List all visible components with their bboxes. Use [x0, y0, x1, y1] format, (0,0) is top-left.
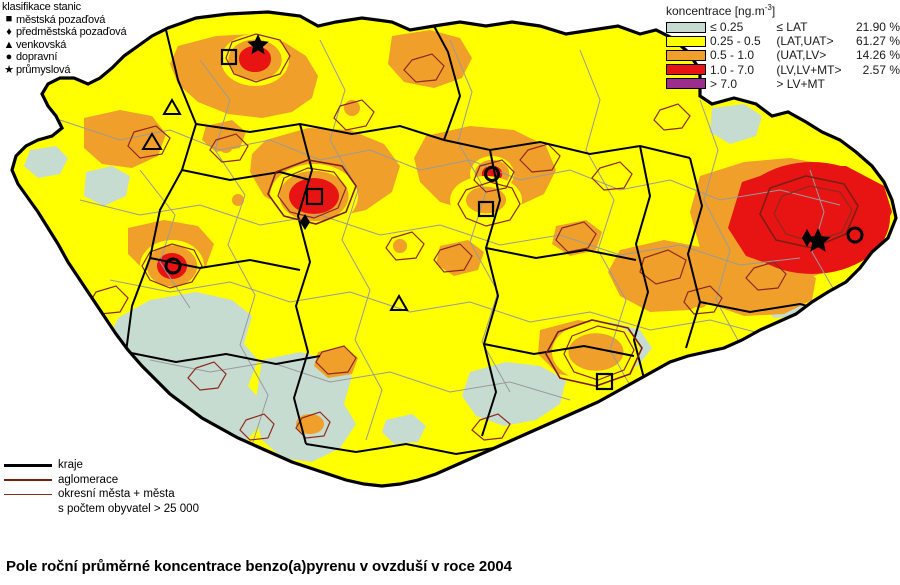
station-diamond-ostrava — [802, 229, 812, 247]
station-triangle-rural — [389, 293, 409, 311]
concentration-legend-heading: koncentrace [ng.m-3] — [666, 1, 900, 18]
legend-range-class-4: 1.0 - 7.0 — [710, 62, 755, 77]
station-triangle-northwest — [162, 97, 182, 115]
legend-row-class-5: > 7.0 > LV+MT — [666, 77, 900, 91]
square-icon: ■ — [5, 13, 13, 26]
boundary-legend-item-mesta: okresní města + města — [2, 487, 199, 502]
station-triangle-karlovy-vary — [141, 132, 163, 150]
legend-range-class-1: ≤ 0.25 — [710, 20, 744, 35]
boundary-legend-label-kraje: kraje — [58, 459, 83, 471]
boundary-legend: kraje aglomerace okresní města + města s… — [2, 458, 199, 516]
station-legend-item-traffic: ● dopravní — [2, 51, 126, 64]
legend-swatch-class-5 — [666, 78, 706, 90]
station-square-praha — [305, 187, 324, 206]
legend-limit-class-3: (UAT,LV> — [776, 48, 827, 63]
station-square-pardubice — [477, 200, 495, 218]
concentration-legend: koncentrace [ng.m-3] ≤ 0.25 ≤ LAT 21.90 … — [666, 1, 900, 91]
station-legend-item-suburban: ♦ předměstská pozaďová — [2, 26, 126, 39]
legend-range-class-5: > 7.0 — [710, 76, 738, 91]
circle-icon: ● — [5, 51, 13, 64]
diamond-icon: ♦ — [6, 25, 12, 38]
triangle-icon: ▲ — [3, 38, 15, 51]
mesta-line-icon — [2, 487, 54, 502]
station-legend-label-rural: venkovská — [16, 38, 67, 51]
station-legend-label-urban: městská pozaďová — [16, 13, 106, 26]
station-legend-label-industrial: průmyslová — [16, 63, 71, 76]
concentration-legend-heading-tail: ] — [771, 4, 776, 18]
legend-row-class-2: 0.25 - 0.5 (LAT,UAT> 61.27 % — [666, 34, 900, 48]
legend-percent-class-2: 61.27 % — [855, 34, 900, 49]
station-legend-label-traffic: dopravní — [16, 51, 58, 64]
monitoring-stations — [141, 34, 864, 391]
station-square-brno — [595, 372, 614, 391]
station-circle-ostrava — [846, 226, 864, 244]
legend-swatch-class-2 — [666, 35, 706, 47]
legend-swatch-class-1 — [666, 21, 706, 33]
station-classification-legend: klasifikace stanic ■ městská pozaďová ♦ … — [2, 1, 127, 77]
station-square-usti — [220, 48, 238, 66]
legend-percent-class-5 — [848, 77, 900, 91]
star-icon: ★ — [4, 63, 14, 76]
concentration-legend-table: ≤ 0.25 ≤ LAT 21.90 % 0.25 - 0.5 (LAT,UAT… — [666, 20, 900, 91]
boundary-legend-label-mesta: okresní města + města — [58, 488, 175, 500]
aglomerace-line-icon — [2, 473, 54, 488]
boundary-legend-label-aglomerace: aglomerace — [58, 473, 119, 486]
hotspot-brno — [552, 322, 640, 382]
state-border — [10, 10, 898, 488]
region-boundaries — [124, 25, 847, 456]
station-circle-kladno — [484, 166, 500, 182]
legend-percent-class-4: 2.57 % — [862, 62, 900, 77]
kraje-line-icon — [2, 458, 54, 473]
legend-row-class-4: 1.0 - 7.0 (LV,LV+MT> 2.57 % — [666, 63, 900, 77]
legend-percent-class-1: 21.90 % — [855, 20, 900, 35]
legend-limit-class-5: > LV+MT — [776, 76, 825, 91]
station-diamond-praha — [300, 214, 310, 230]
agglomeration-boundaries — [267, 159, 859, 387]
legend-percent-class-3: 14.26 % — [855, 48, 900, 63]
legend-swatch-class-4 — [666, 64, 706, 76]
district-boundaries — [59, 39, 841, 446]
concentration-legend-heading-text: koncentrace [ng.m — [666, 4, 765, 18]
station-legend-item-urban: ■ městská pozaďová — [2, 14, 126, 27]
boundary-legend-label-mesta-line2: s počtem obyvatel > 25 000 — [58, 502, 199, 515]
legend-limit-class-2: (LAT,UAT> — [776, 34, 834, 49]
boundary-legend-item-kraje: kraje — [2, 458, 199, 473]
station-legend-item-industrial: ★ průmyslová — [2, 64, 126, 77]
legend-range-class-2: 0.25 - 0.5 — [710, 34, 761, 49]
legend-limit-class-4: (LV,LV+MT> — [776, 62, 842, 77]
legend-row-class-1: ≤ 0.25 ≤ LAT 21.90 % — [666, 20, 900, 34]
station-legend-heading: klasifikace stanic — [2, 1, 81, 13]
legend-range-class-3: 0.5 - 1.0 — [710, 48, 755, 63]
station-star-ostrava — [805, 228, 831, 252]
station-legend-item-rural: ▲ venkovská — [2, 39, 126, 52]
legend-limit-class-1: ≤ LAT — [776, 20, 808, 35]
legend-swatch-class-3 — [666, 49, 706, 61]
station-circle-plzen — [164, 257, 182, 275]
legend-row-class-3: 0.5 - 1.0 (UAT,LV> 14.26 % — [666, 48, 900, 62]
map-title: Pole roční průměrné koncentrace benzo(a)… — [6, 558, 512, 575]
concentration-legend-heading-exponent: -3 — [764, 3, 772, 12]
station-star-usti — [247, 34, 269, 55]
station-legend-label-suburban: předměstská pozaďová — [16, 26, 127, 39]
boundary-legend-item-aglomerace: aglomerace — [2, 473, 199, 488]
